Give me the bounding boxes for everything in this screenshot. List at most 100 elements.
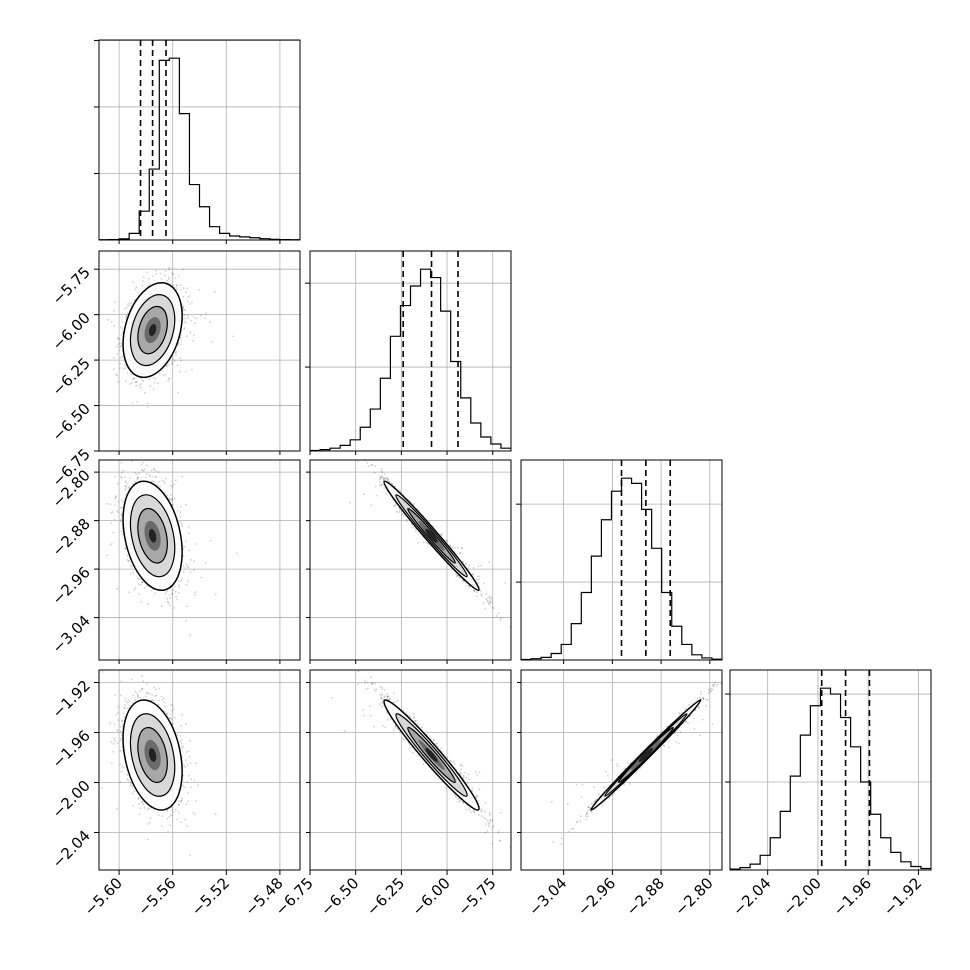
scatter-point <box>191 368 193 371</box>
scatter-point <box>169 596 172 599</box>
scatter-point <box>129 564 132 567</box>
scatter-point <box>180 799 183 802</box>
panel-2-1 <box>309 459 512 661</box>
scatter-point <box>174 351 177 354</box>
scatter-point <box>164 477 167 480</box>
scatter-point <box>152 388 155 390</box>
panel-3-3 <box>725 669 932 871</box>
scatter-point <box>119 356 122 359</box>
scatter-point <box>371 464 373 467</box>
scatter-point <box>115 345 118 348</box>
scatter-point <box>180 579 183 582</box>
scatter-point <box>129 444 131 446</box>
scatter-point <box>119 326 122 329</box>
scatter-point <box>167 380 170 382</box>
scatter-point <box>465 562 468 565</box>
scatter-point <box>383 473 386 475</box>
scatter-point <box>116 352 119 355</box>
scatter-point <box>124 704 126 706</box>
panel-frame <box>729 669 932 871</box>
scatter-point <box>174 277 177 280</box>
scatter-point <box>144 476 147 479</box>
scatter-point <box>193 560 196 562</box>
histogram <box>730 687 931 870</box>
scatter-point <box>391 483 394 485</box>
scatter-point <box>138 583 140 586</box>
scatter-point <box>194 813 196 816</box>
scatter-point <box>128 485 131 488</box>
scatter-point <box>171 504 174 506</box>
histogram <box>99 57 300 240</box>
scatter-point <box>416 542 419 544</box>
scatter-point <box>124 488 127 491</box>
scatter-point <box>193 779 196 782</box>
panel-frame <box>98 459 301 661</box>
scatter-point <box>141 688 144 690</box>
scatter-point <box>194 591 197 594</box>
scatter-point <box>396 510 398 513</box>
scatter-point <box>478 578 481 581</box>
scatter-point <box>130 678 133 681</box>
scatter-point <box>168 266 170 269</box>
scatter-point <box>384 477 386 480</box>
scatter-point <box>166 494 169 497</box>
scatter-point <box>452 547 454 550</box>
scatter-point <box>130 301 133 304</box>
scatter-point <box>468 564 470 567</box>
scatter-point <box>184 371 187 373</box>
scatter-point <box>485 592 488 595</box>
scatter-point <box>141 581 144 584</box>
scatter-point <box>422 541 425 544</box>
scatter-point <box>111 762 113 764</box>
scatter-point <box>194 322 196 324</box>
scatter-point <box>479 589 482 592</box>
scatter-point <box>110 741 113 743</box>
scatter-point <box>179 284 182 287</box>
scatter-point <box>124 476 126 479</box>
scatter-point <box>131 402 134 405</box>
scatter-point <box>186 565 189 567</box>
scatter-point <box>171 272 174 275</box>
scatter-point <box>175 351 178 353</box>
scatter-point <box>112 368 115 371</box>
scatter-point <box>136 696 139 699</box>
scatter-point <box>132 571 135 574</box>
scatter-point <box>152 468 155 471</box>
scatter-point <box>58 666 60 668</box>
scatter-point <box>181 797 183 800</box>
scatter-point <box>121 725 124 728</box>
scatter-point <box>483 582 485 585</box>
scatter-point <box>110 321 113 323</box>
scatter-point <box>170 484 172 487</box>
scatter-point <box>180 742 183 745</box>
scatter-point <box>183 313 186 316</box>
scatter-point <box>166 817 169 820</box>
scatter-point <box>378 478 381 481</box>
scatter-point <box>168 377 171 380</box>
scatter-point <box>172 358 174 361</box>
scatter-point <box>110 512 113 514</box>
scatter-point <box>128 304 131 307</box>
scatter-point <box>179 516 182 518</box>
scatter-point <box>120 530 123 533</box>
scatter-point <box>379 481 381 484</box>
scatter-point <box>120 461 123 464</box>
scatter-point <box>145 473 148 475</box>
scatter-point <box>179 336 182 339</box>
scatter-point <box>130 382 133 384</box>
scatter-point <box>119 694 122 697</box>
scatter-point <box>138 384 141 387</box>
scatter-point <box>392 504 395 507</box>
scatter-point <box>138 593 141 596</box>
scatter-point <box>186 605 189 608</box>
scatter-point <box>129 573 132 575</box>
scatter-point <box>490 598 493 601</box>
scatter-point <box>154 592 156 595</box>
scatter-point <box>102 452 104 454</box>
scatter-point <box>394 503 397 506</box>
scatter-point <box>96 335 98 337</box>
scatter-point <box>179 336 182 339</box>
scatter-point <box>484 607 487 610</box>
scatter-point <box>131 701 134 704</box>
scatter-point <box>170 703 172 706</box>
